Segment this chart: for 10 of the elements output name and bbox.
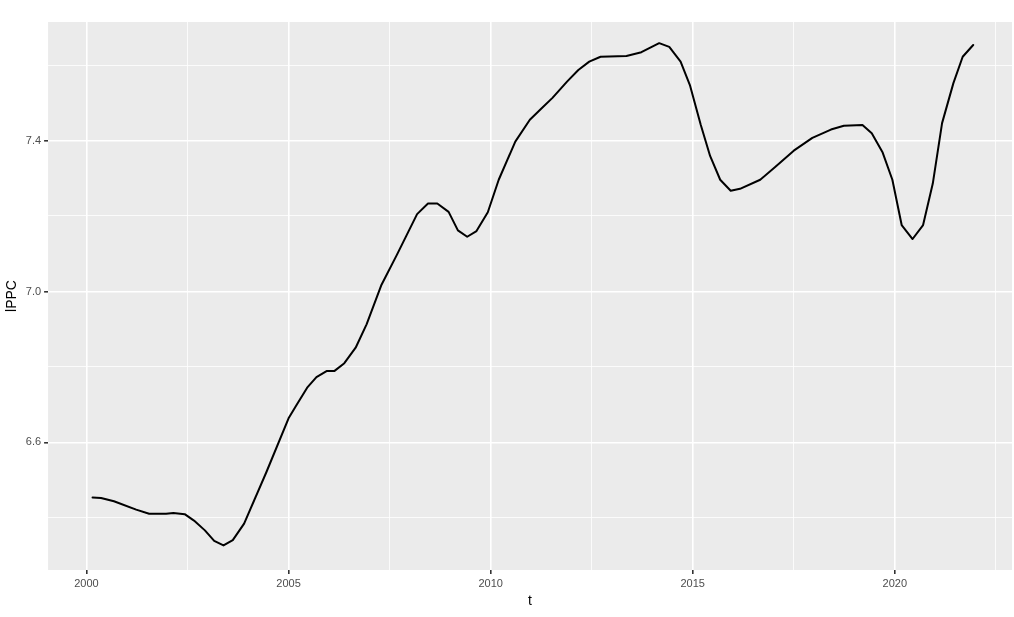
y-tick-label: 6.6 — [25, 435, 42, 448]
x-tick-label: 2020 — [882, 576, 908, 589]
x-axis-title: t — [528, 592, 533, 609]
y-tick-label: 7.0 — [25, 284, 42, 297]
y-axis-title: lPPC — [3, 280, 20, 312]
y-tick-label: 7.4 — [25, 133, 42, 146]
x-tick-label: 2010 — [478, 576, 503, 589]
x-tick-label: 2005 — [276, 576, 301, 589]
x-tick-label: 2000 — [74, 576, 99, 589]
x-tick-label: 2015 — [680, 576, 705, 589]
